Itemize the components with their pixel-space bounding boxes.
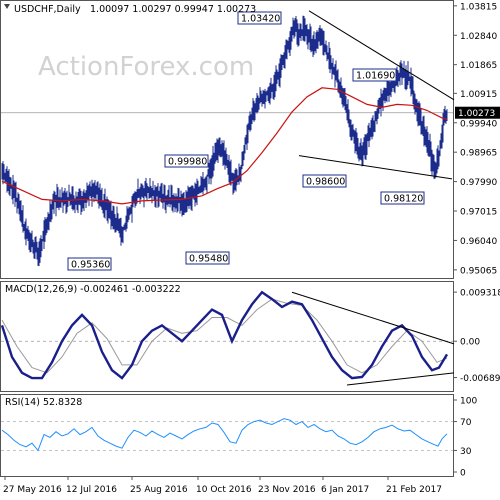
lower-trendline <box>298 155 453 180</box>
macd-upper-trendline <box>291 291 455 345</box>
macd-line <box>0 290 449 380</box>
price-label: 0.95480 <box>189 254 228 265</box>
price-tick-label: 1.03815 <box>460 2 497 12</box>
macd-lower-trendline <box>346 372 455 386</box>
price-tick-label: 1.01865 <box>460 61 497 71</box>
price-label: 0.95360 <box>71 260 110 271</box>
date-label: 23 Nov 2016 <box>258 485 316 495</box>
macd-indicator: 0.009318 0.00 -0.006894 <box>0 289 500 386</box>
price-annotations: 1.03420 1.01690 0.99980 0.98600 0.98120 0.953… <box>67 11 425 271</box>
macd-panel <box>0 281 454 392</box>
price-tick-label: 0.96040 <box>460 237 497 247</box>
price-label: 1.01690 <box>356 71 395 82</box>
price-label-box <box>185 251 230 265</box>
price-tick-label: 1.02840 <box>460 32 497 42</box>
upper-trendline <box>308 10 455 101</box>
rsi-tick-label: 30 <box>460 447 472 457</box>
price-panel <box>0 0 454 279</box>
price-axis: 1.03815 1.02840 1.01865 1.00915 0.99940 0.989… <box>1 2 500 276</box>
price-label-box <box>380 191 425 205</box>
trendlines <box>298 10 455 180</box>
price-label: 0.99980 <box>168 157 207 168</box>
price-tick-label: 0.98965 <box>460 149 497 159</box>
arrow-down-icon <box>4 4 10 9</box>
rsi-panel <box>0 394 454 477</box>
price-label-box <box>302 174 347 188</box>
date-label: 25 Aug 2016 <box>130 485 188 495</box>
rsi-tick-label: 70 <box>460 418 472 428</box>
price-label-box <box>67 257 112 271</box>
moving-average-line <box>1 87 448 205</box>
date-label: 27 May 2016 <box>3 485 62 495</box>
macd-title: MACD(12,26,9) -0.002461 -0.003222 <box>5 284 181 295</box>
moving-average <box>1 87 448 205</box>
price-label-box <box>352 68 397 82</box>
price-label-box <box>237 11 282 25</box>
current-price-marker <box>455 106 500 119</box>
macd-tick-label: -0.006894 <box>460 374 500 384</box>
price-tick-label: 1.00915 <box>460 90 497 100</box>
price-label: 0.98600 <box>306 177 345 188</box>
date-label: 10 Oct 2016 <box>196 485 252 495</box>
price-tick-label: 0.97990 <box>460 178 497 188</box>
symbol-title: USDCHF,Daily <box>14 4 81 15</box>
date-axis: 27 May 2016 12 Jul 2016 25 Aug 2016 10 Oct … <box>3 476 442 495</box>
price-tick-label: 0.97015 <box>460 208 497 218</box>
macd-signal-line <box>1 298 448 374</box>
macd-tick-label: 0.009318 <box>460 289 500 299</box>
rsi-title: RSI(14) 52.8328 <box>5 397 82 408</box>
rsi-tick-label: 100 <box>460 397 477 407</box>
current-price-label: 1.00273 <box>458 109 495 119</box>
rsi-tick-label: 0 <box>460 469 466 479</box>
date-label: 21 Feb 2017 <box>386 485 442 495</box>
rsi-line <box>1 418 448 452</box>
price-tick-label: 0.99940 <box>460 119 497 129</box>
ohlc-readout: 1.00097 1.00297 0.99947 1.00273 <box>90 4 256 15</box>
watermark: ActionForex.com <box>38 52 254 82</box>
rsi-indicator: 100 70 30 0 <box>1 397 477 479</box>
price-label: 0.98120 <box>384 194 423 205</box>
price-tick-label: 0.95065 <box>460 266 497 276</box>
date-label: 12 Jul 2016 <box>66 485 117 495</box>
date-label: 6 Jan 2017 <box>321 485 369 495</box>
macd-tick-label: 0.00 <box>460 338 480 348</box>
price-label: 1.03420 <box>241 14 280 25</box>
price-label-box <box>164 154 209 168</box>
